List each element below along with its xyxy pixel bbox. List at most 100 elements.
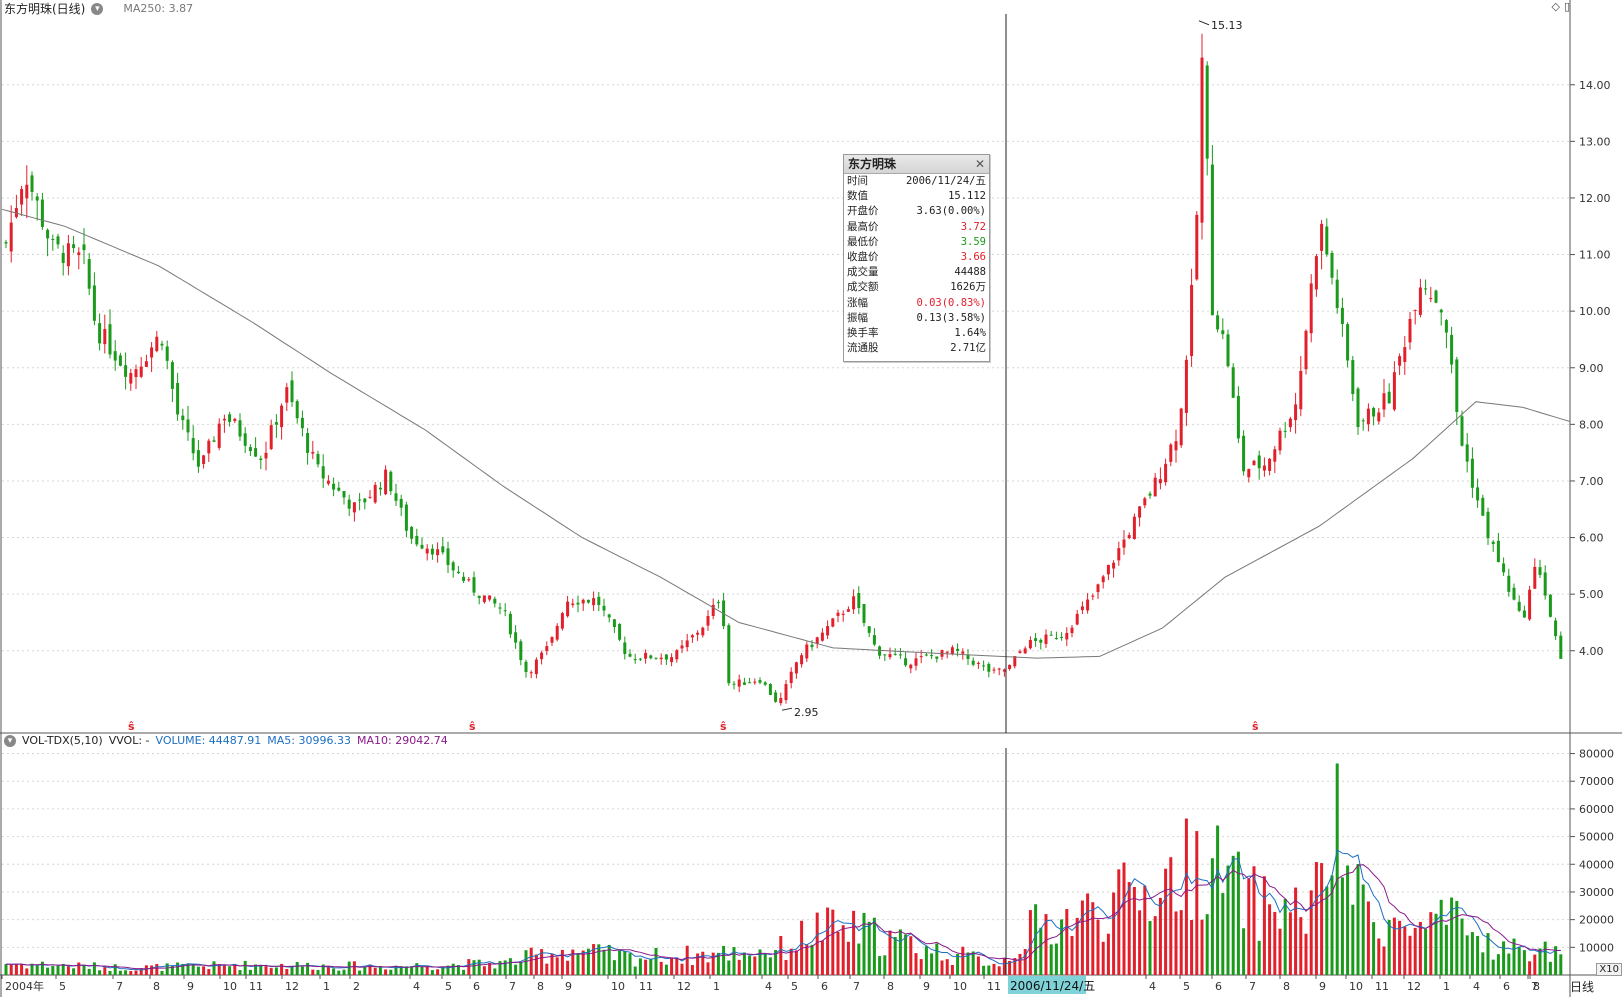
volume-bar <box>950 964 954 975</box>
candle-body <box>1346 324 1350 361</box>
volume-bar <box>618 950 622 975</box>
candle-body <box>1398 356 1402 366</box>
candle-body <box>982 665 986 667</box>
candle-body <box>1210 164 1214 316</box>
candle-body <box>118 355 122 366</box>
info-row-label: 流通股 <box>847 342 879 355</box>
volume-dropdown-icon[interactable]: ▾ <box>4 734 16 747</box>
dropdown-icon[interactable]: ▾ <box>91 2 104 15</box>
volume-bar <box>976 956 980 975</box>
candle-body <box>1164 463 1168 483</box>
candle-body <box>612 619 616 628</box>
volume-bar <box>878 956 882 975</box>
candle-body <box>482 595 486 603</box>
volume-bar <box>150 965 154 975</box>
candle-body <box>701 627 705 636</box>
volume-bar <box>1413 927 1417 975</box>
candle-body <box>1080 606 1084 611</box>
volume-bar <box>300 966 304 975</box>
volume-bar <box>1377 938 1381 975</box>
volume-bar <box>259 964 263 975</box>
candle-body <box>248 447 252 452</box>
candle-body <box>628 653 632 657</box>
candle-body <box>550 637 554 643</box>
volume-bar <box>165 963 169 975</box>
diamond-icon[interactable]: ◇ <box>1551 0 1560 13</box>
date-tick-label: 6 <box>473 980 480 993</box>
volume-bar <box>1257 940 1261 975</box>
candle-body <box>217 423 221 448</box>
volume-bar <box>914 953 918 975</box>
volume-bar <box>997 966 1001 975</box>
volume-bar <box>1444 924 1448 975</box>
candle-body <box>1528 589 1532 620</box>
candle-body <box>129 373 133 384</box>
candle-body <box>1231 367 1235 398</box>
info-row-label: 成交额 <box>847 281 879 294</box>
vvol-label: VVOL: - <box>108 734 150 747</box>
volume-bar <box>690 965 694 975</box>
candle-body <box>950 647 954 654</box>
candle-body <box>1268 458 1272 471</box>
candle-body <box>566 601 570 617</box>
volume-bar <box>649 958 653 975</box>
candle-body <box>456 571 460 574</box>
volume-bar <box>659 961 663 975</box>
volume-bar <box>358 970 362 975</box>
volume-bar <box>160 970 164 975</box>
volume-bar <box>118 970 122 975</box>
volume-bar <box>1080 900 1084 975</box>
candle-body <box>332 483 336 490</box>
volume-bar <box>1075 917 1079 975</box>
info-row: 成交量 44488 <box>844 265 989 280</box>
volume-bar <box>1065 909 1069 975</box>
candle-body <box>571 603 575 605</box>
candle-body <box>358 499 362 501</box>
volume-bar <box>51 966 55 975</box>
candle-body <box>914 658 918 666</box>
candle-body <box>477 595 481 599</box>
volume-bar <box>654 947 658 975</box>
volume-bar <box>1190 920 1194 975</box>
volume-bar <box>1548 961 1552 975</box>
volume-bar <box>1533 954 1537 975</box>
candle-body <box>1486 511 1490 539</box>
close-icon[interactable]: ✕ <box>974 157 985 171</box>
period-tab[interactable]: 日线 <box>1569 980 1594 994</box>
volume-bar <box>488 962 492 975</box>
candle-body <box>498 607 502 609</box>
candle-body <box>727 625 731 684</box>
volume-bar <box>1460 918 1464 975</box>
window-icon[interactable]: ▯ <box>1563 0 1570 13</box>
candle-body <box>238 420 242 437</box>
candle-body <box>389 471 393 492</box>
x10-tab[interactable]: X10 <box>1596 963 1622 976</box>
info-row-label: 涨幅 <box>847 296 868 309</box>
candle-body <box>170 362 174 389</box>
candle-body <box>716 602 720 604</box>
volume-bar <box>545 963 549 975</box>
volume-bar <box>269 968 273 975</box>
candle-body <box>1091 595 1095 597</box>
candle-body <box>904 658 908 666</box>
candle-body <box>1366 408 1370 425</box>
candle-body <box>997 668 1001 670</box>
candle-body <box>1273 449 1277 462</box>
info-box-header[interactable]: 东方明珠 ✕ <box>844 155 989 174</box>
candle-body <box>1049 634 1053 636</box>
candle-body <box>1008 664 1012 669</box>
volume-bar <box>1309 890 1313 975</box>
date-tick-label: 1 <box>713 980 720 993</box>
price-tick-label: 5.00 <box>1579 588 1604 601</box>
candle-body <box>66 243 70 267</box>
candle-body <box>1356 388 1360 427</box>
candle-body <box>976 662 980 664</box>
candle-body <box>1377 412 1381 422</box>
volume-bar <box>508 958 512 975</box>
candle-body <box>836 612 840 616</box>
date-tick-label: 7 <box>116 980 123 993</box>
volume-bar <box>1283 898 1287 975</box>
candle-body <box>77 252 81 256</box>
candle-body <box>1060 636 1064 638</box>
